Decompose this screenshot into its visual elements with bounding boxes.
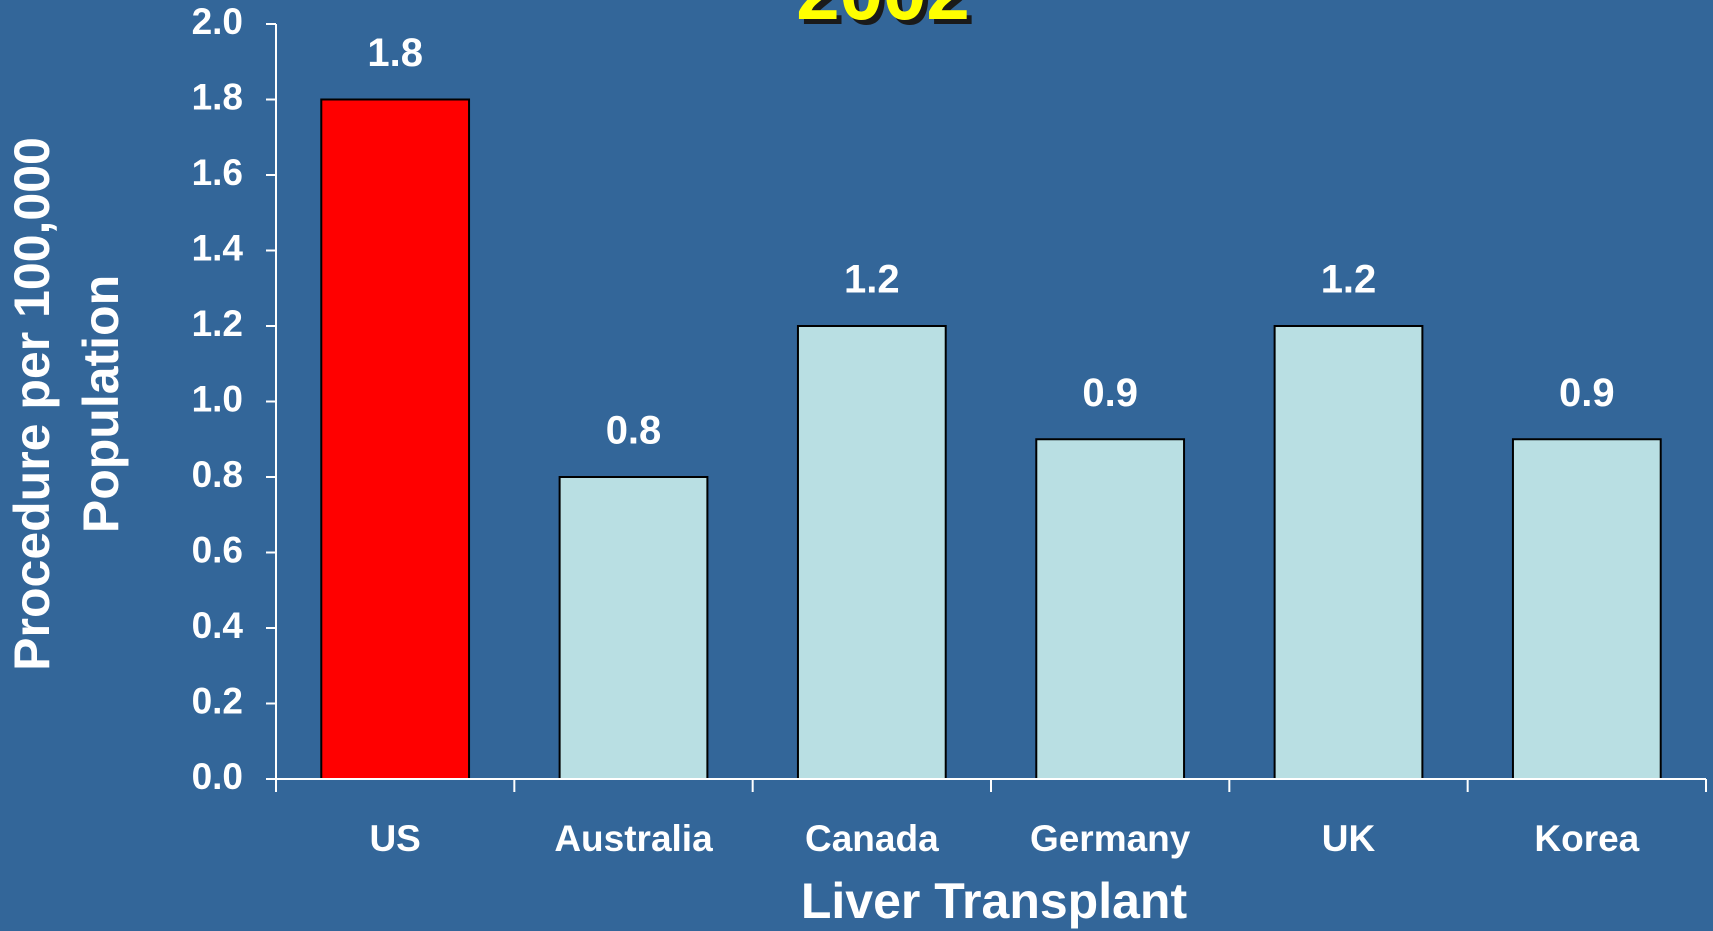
y-tick-label: 1.8: [192, 76, 243, 117]
chart-title-shadow: 2002: [801, 0, 975, 41]
x-tick-label: Germany: [1030, 818, 1191, 859]
bar: [1511, 438, 1662, 780]
value-label: 0.8: [606, 409, 662, 453]
y-tick-label: 0.6: [192, 529, 243, 570]
y-tick-label: 0.8: [192, 454, 243, 495]
y-tick-label: 2.0: [192, 1, 243, 42]
bar: [796, 325, 947, 780]
bar: [320, 98, 471, 780]
y-tick-label: 1.2: [192, 303, 243, 344]
y-tick-label: 0.0: [192, 756, 243, 797]
y-tick-label: 0.4: [192, 605, 244, 646]
y-axis-title: Population: [73, 275, 129, 533]
bar: [1035, 438, 1186, 780]
value-label: 1.2: [844, 258, 900, 302]
y-axis-title: Procedure per 100,000: [4, 137, 60, 671]
y-tick-label: 1.4: [192, 227, 244, 268]
y-tick-label: 1.6: [192, 152, 243, 193]
x-tick-label: UK: [1322, 818, 1376, 859]
value-label: 1.8: [367, 31, 423, 75]
value-label: 0.9: [1082, 371, 1138, 415]
y-tick-label: 0.2: [192, 680, 243, 721]
y-tick-label: 1.0: [192, 378, 243, 419]
value-label: 1.2: [1321, 258, 1377, 302]
chart-title: 2002: [796, 0, 970, 36]
x-tick-label: US: [369, 818, 420, 859]
x-axis-title: Liver Transplant: [801, 873, 1188, 929]
x-tick-label: Australia: [554, 818, 713, 859]
x-tick-label: Korea: [1534, 818, 1639, 859]
x-tick-label: Canada: [805, 818, 939, 859]
bar: [558, 476, 709, 780]
bar: [1273, 325, 1424, 780]
value-label: 0.9: [1559, 371, 1615, 415]
